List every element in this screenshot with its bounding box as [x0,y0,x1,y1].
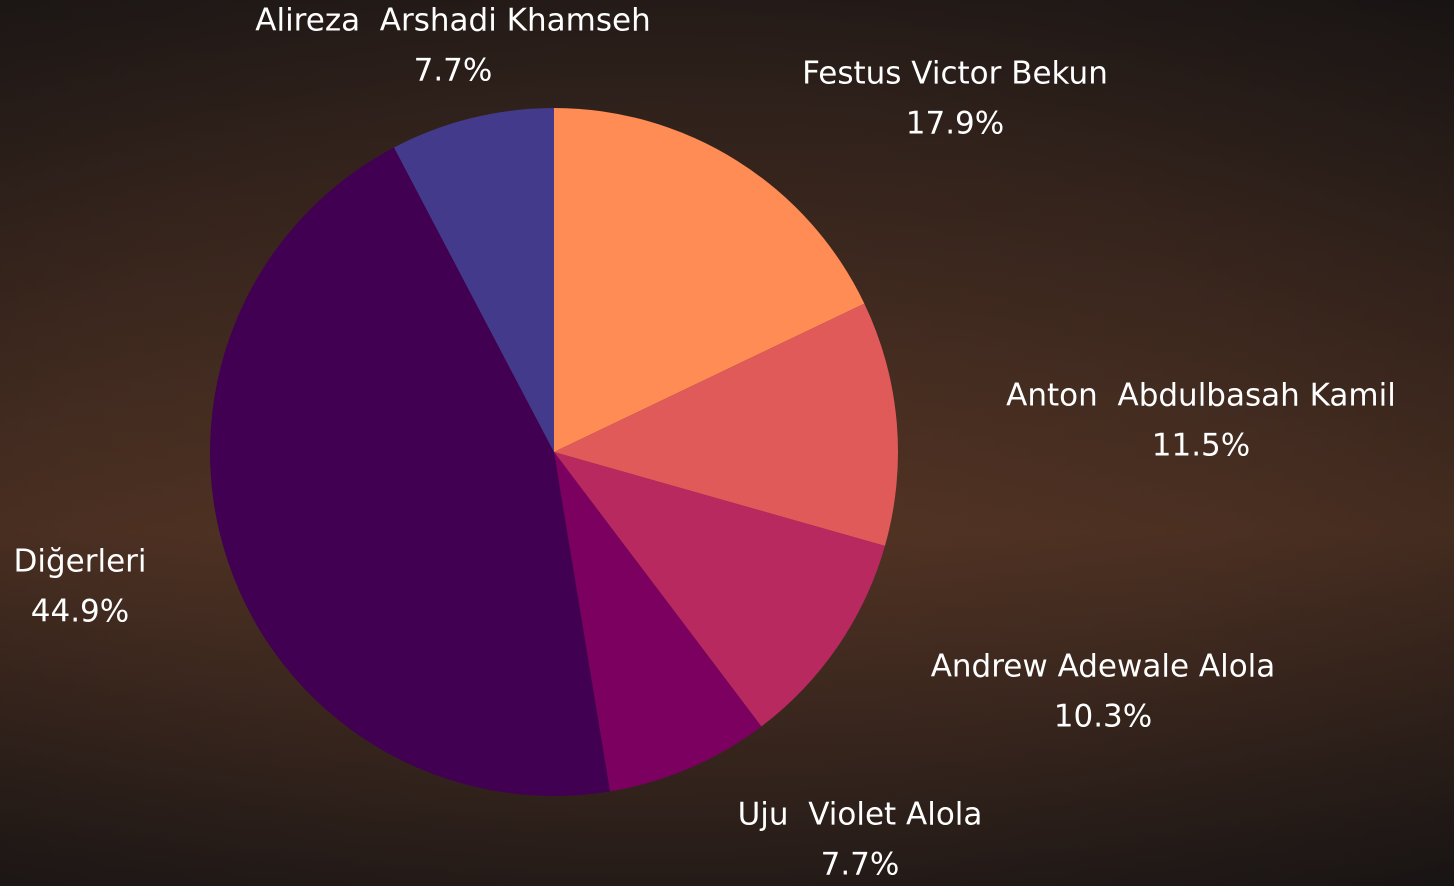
slice-label: Diğerleri [13,544,146,580]
slice-label: Anton Abdulbasah Kamil [1006,378,1396,414]
slice-value-label: 7.7% [821,847,900,883]
slice-label: Festus Victor Bekun [802,56,1108,92]
slice-label: Alireza Arshadi Khamseh [255,3,650,39]
slice-value-label: 7.7% [414,53,493,89]
slice-value-label: 17.9% [906,106,1004,142]
chart: Festus Victor Bekun 17.9% Anton Abdulbasah… [0,0,1454,886]
slice-label: Andrew Adewale Alola [931,649,1276,685]
page: Festus Victor Bekun 17.9% Anton Abdulbasah… [0,0,1454,886]
slice-label: Uju Violet Alola [738,797,983,833]
slice-value-label: 44.9% [31,594,129,630]
slice-value-label: 10.3% [1054,699,1152,735]
slice-value-label: 11.5% [1152,428,1250,464]
